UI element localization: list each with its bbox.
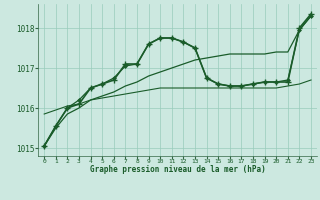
- X-axis label: Graphe pression niveau de la mer (hPa): Graphe pression niveau de la mer (hPa): [90, 165, 266, 174]
